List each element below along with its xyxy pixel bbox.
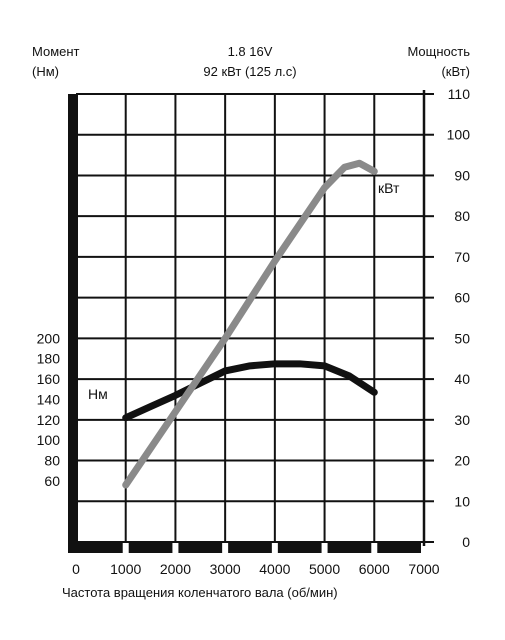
series-line-power [122, 159, 378, 489]
tick-labels: 0 1000 2000 3000 4000 5000 6000 7000 0 10 20 30 40 50… [37, 86, 471, 577]
right-tick-label: 20 [454, 453, 470, 469]
series-label-power: кВт [378, 180, 400, 196]
right-tick-label: 100 [447, 127, 471, 143]
right-tick-label: 50 [454, 330, 470, 346]
x-tick-label: 5000 [309, 561, 340, 577]
bottom-axis-segment [228, 543, 272, 553]
right-tick-label: 90 [454, 167, 470, 183]
x-tick-label: 1000 [110, 561, 141, 577]
chart-subtitle: 92 кВт (125 л.с) [203, 64, 296, 79]
series-label-torque: Нм [88, 386, 108, 402]
right-tick-label: 70 [454, 249, 470, 265]
left-tick-label: 200 [37, 330, 61, 346]
bottom-axis-segment [128, 543, 173, 553]
left-tick-label: 160 [37, 371, 61, 387]
left-axis-title: Момент [32, 44, 80, 59]
bottom-axis-segment [178, 543, 223, 553]
right-tick-label: 60 [454, 290, 470, 306]
x-tick-label: 4000 [259, 561, 290, 577]
right-tick-label: 110 [448, 86, 471, 102]
left-axis-unit: (Нм) [32, 64, 59, 79]
bottom-axis-segment [68, 543, 123, 553]
left-tick-label: 120 [37, 412, 61, 428]
grid [76, 93, 425, 543]
right-axis-unit: (кВт) [441, 64, 470, 79]
axes [68, 90, 434, 553]
right-tick-label: 10 [454, 493, 470, 509]
right-tick-label: 80 [454, 208, 470, 224]
right-tick-label: 30 [454, 412, 470, 428]
left-tick-label: 60 [44, 473, 60, 489]
right-axis-title: Мощность [407, 44, 470, 59]
left-tick-label: 140 [37, 391, 61, 407]
bottom-axis-segment [377, 543, 421, 553]
bottom-axis-segment [327, 543, 372, 553]
left-axis-bar [68, 94, 78, 552]
x-tick-label: 6000 [359, 561, 390, 577]
x-tick-label: 0 [72, 561, 80, 577]
x-tick-label: 7000 [408, 561, 439, 577]
x-tick-label: 3000 [210, 561, 241, 577]
left-tick-label: 180 [37, 351, 61, 367]
series-layer [122, 159, 378, 489]
chart-title: 1.8 16V [228, 44, 273, 59]
x-axis-label: Частота вращения коленчатого вала (об/ми… [62, 585, 338, 600]
right-tick-label: 0 [462, 534, 470, 550]
bottom-axis-segment [277, 543, 322, 553]
right-tick-label: 40 [454, 371, 470, 387]
series-line-torque [122, 360, 378, 422]
x-tick-label: 2000 [160, 561, 191, 577]
left-tick-label: 80 [44, 453, 60, 469]
left-tick-label: 100 [37, 432, 61, 448]
